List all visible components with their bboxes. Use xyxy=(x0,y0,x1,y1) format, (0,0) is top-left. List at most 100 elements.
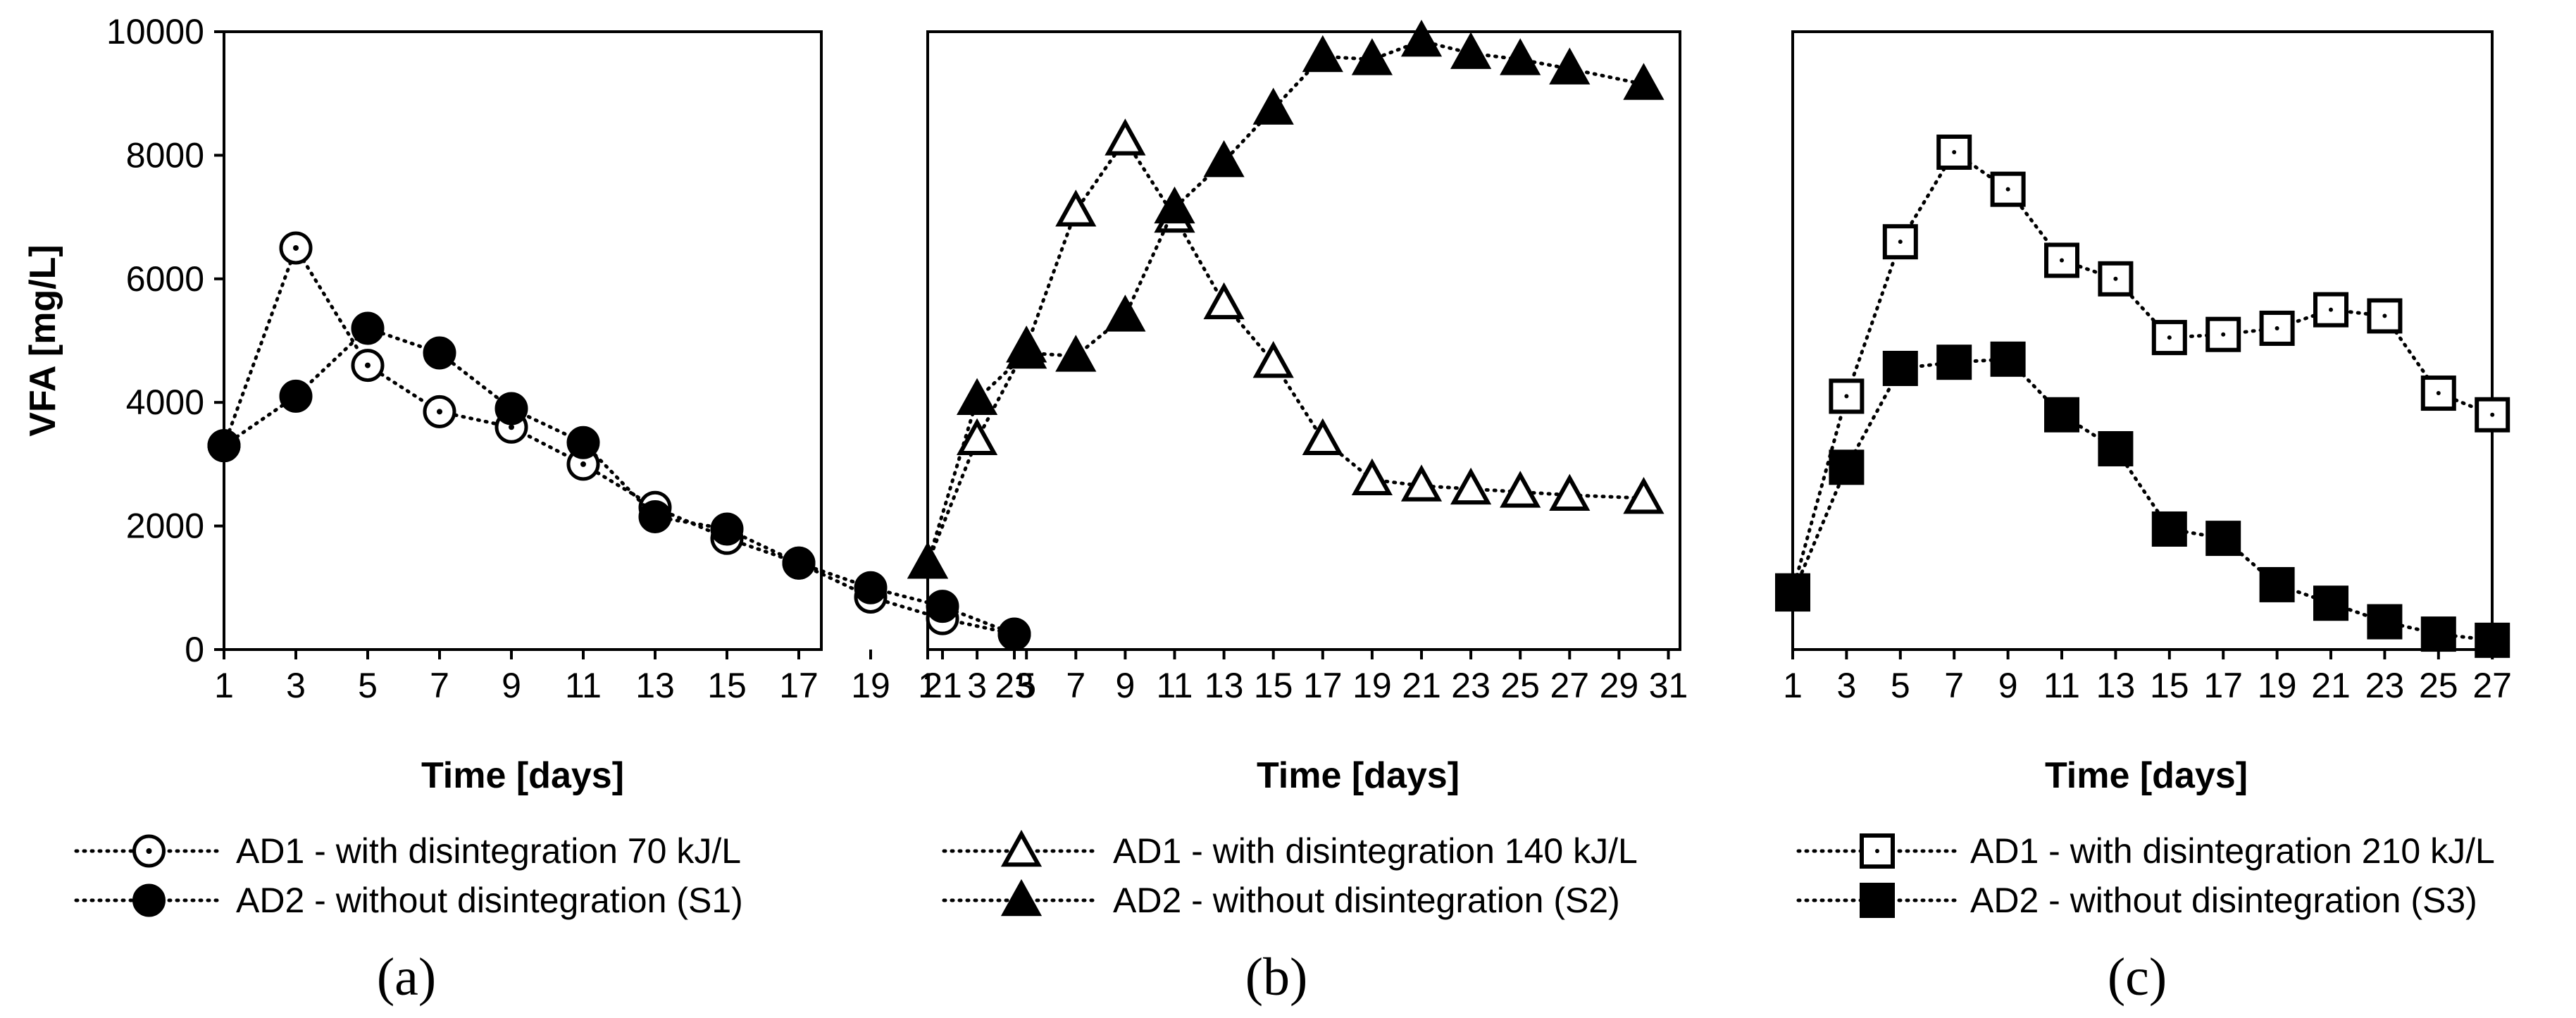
data-point xyxy=(1549,473,1591,511)
data-point xyxy=(1105,118,1146,156)
y-tick-label: 6000 xyxy=(126,259,204,299)
data-point xyxy=(1500,471,1541,508)
x-tick-label: 25 xyxy=(2419,666,2458,705)
plot-area-frame xyxy=(926,30,1681,651)
legend-entry: AD1 - with disintegration 140 kJ/L xyxy=(942,829,1638,871)
x-tick-label: 1 xyxy=(1783,666,1803,705)
x-tick-label: 17 xyxy=(1303,666,1343,705)
x-tick-label: 25 xyxy=(1500,666,1540,705)
x-tick-label: 7 xyxy=(1944,666,1964,705)
x-tick-label: 13 xyxy=(635,666,675,705)
legend-label: AD1 - with disintegration 70 kJ/L xyxy=(236,831,741,871)
data-point xyxy=(1500,38,1541,75)
plot-area-frame xyxy=(223,30,823,651)
data-point-dot xyxy=(2275,325,2279,330)
data-point xyxy=(1450,32,1492,69)
data-point xyxy=(1203,282,1245,320)
x-tick-label: 11 xyxy=(2043,666,2080,705)
data-point xyxy=(2259,566,2295,602)
y-tick-label: 8000 xyxy=(126,135,204,175)
data-point xyxy=(1105,294,1146,332)
data-point xyxy=(1990,341,2026,377)
x-tick-label: 13 xyxy=(2096,666,2136,705)
x-tick-label: 27 xyxy=(2472,666,2512,705)
x-tick-label: 15 xyxy=(707,666,747,705)
data-point xyxy=(1302,418,1343,456)
x-tick-label: 23 xyxy=(1451,666,1491,705)
x-tick-label: 7 xyxy=(430,666,449,705)
legend-label: AD2 - without disintegration (S3) xyxy=(1970,881,2477,920)
legend-marker xyxy=(1860,883,1895,918)
x-tick-label: 23 xyxy=(995,666,1034,705)
legend-entry: AD1 - with disintegration 210 kJ/L xyxy=(1796,831,2495,871)
legend-label: AD1 - with disintegration 210 kJ/L xyxy=(1970,831,2495,871)
data-point-dot xyxy=(365,362,371,368)
data-point xyxy=(2044,397,2079,433)
plot-area-frame xyxy=(1791,30,2494,651)
data-point xyxy=(423,336,456,370)
data-point xyxy=(926,590,959,623)
x-axis-title: Time [days] xyxy=(2045,755,2248,796)
data-point-dot xyxy=(2167,335,2172,340)
data-point-dot xyxy=(580,461,586,467)
data-point xyxy=(207,429,241,463)
series-ad2 xyxy=(207,311,1031,651)
data-point xyxy=(279,379,313,413)
x-tick-label: 9 xyxy=(502,666,521,705)
legend-marker-dot xyxy=(1875,849,1879,853)
data-point-dot xyxy=(437,409,442,415)
data-point xyxy=(1775,576,1810,612)
legend-marker xyxy=(132,883,166,917)
series-line xyxy=(1791,357,2494,643)
panel-label: (a) xyxy=(377,948,436,1007)
data-point xyxy=(1450,467,1492,505)
data-point xyxy=(1351,38,1393,75)
x-tick-label: 3 xyxy=(286,666,306,705)
data-point-dot xyxy=(1898,240,1903,244)
data-point xyxy=(1055,335,1097,372)
legend-marker xyxy=(1000,879,1043,917)
y-tick-label: 2000 xyxy=(126,507,204,546)
data-point xyxy=(1549,47,1591,85)
legend-label: AD2 - without disintegration (S1) xyxy=(236,881,743,920)
x-tick-label: 3 xyxy=(1836,666,1856,705)
legend-label: AD1 - with disintegration 140 kJ/L xyxy=(1113,831,1638,871)
legend-marker-dot xyxy=(146,848,152,854)
data-point xyxy=(1623,476,1665,514)
x-tick-label: 27 xyxy=(1550,666,1589,705)
data-point xyxy=(2205,521,2241,557)
data-point xyxy=(1400,464,1443,502)
x-axis-title: Time [days] xyxy=(1257,755,1460,796)
data-point-dot xyxy=(2060,258,2064,263)
data-point xyxy=(2367,604,2403,640)
x-tick-label: 29 xyxy=(1600,666,1639,705)
x-tick-label: 5 xyxy=(1016,666,1036,705)
data-point xyxy=(1154,186,1195,224)
x-tick-label: 9 xyxy=(1115,666,1135,705)
x-tick-label: 17 xyxy=(2203,666,2243,705)
legend-marker xyxy=(1000,829,1043,867)
legend-entry: AD1 - with disintegration 70 kJ/L xyxy=(74,831,741,871)
x-tick-label: 19 xyxy=(2258,666,2297,705)
data-point xyxy=(1829,449,1865,485)
data-point xyxy=(2205,316,2241,352)
data-point-dot xyxy=(1952,150,1957,155)
data-point xyxy=(1252,341,1294,378)
data-point xyxy=(1351,458,1393,496)
data-point xyxy=(2098,261,2134,297)
panel-label: (b) xyxy=(1245,948,1308,1007)
x-tick-label: 7 xyxy=(1066,666,1085,705)
data-point xyxy=(2475,397,2510,433)
x-tick-label: 21 xyxy=(923,666,962,705)
data-point xyxy=(2420,616,2456,652)
x-tick-label: 23 xyxy=(2365,666,2405,705)
legend-entry: AD2 - without disintegration (S2) xyxy=(942,879,1620,920)
data-point-dot xyxy=(2221,332,2226,337)
data-point xyxy=(1055,190,1097,227)
x-tick-label: 19 xyxy=(1352,666,1392,705)
series-ad2 xyxy=(1775,341,2510,658)
